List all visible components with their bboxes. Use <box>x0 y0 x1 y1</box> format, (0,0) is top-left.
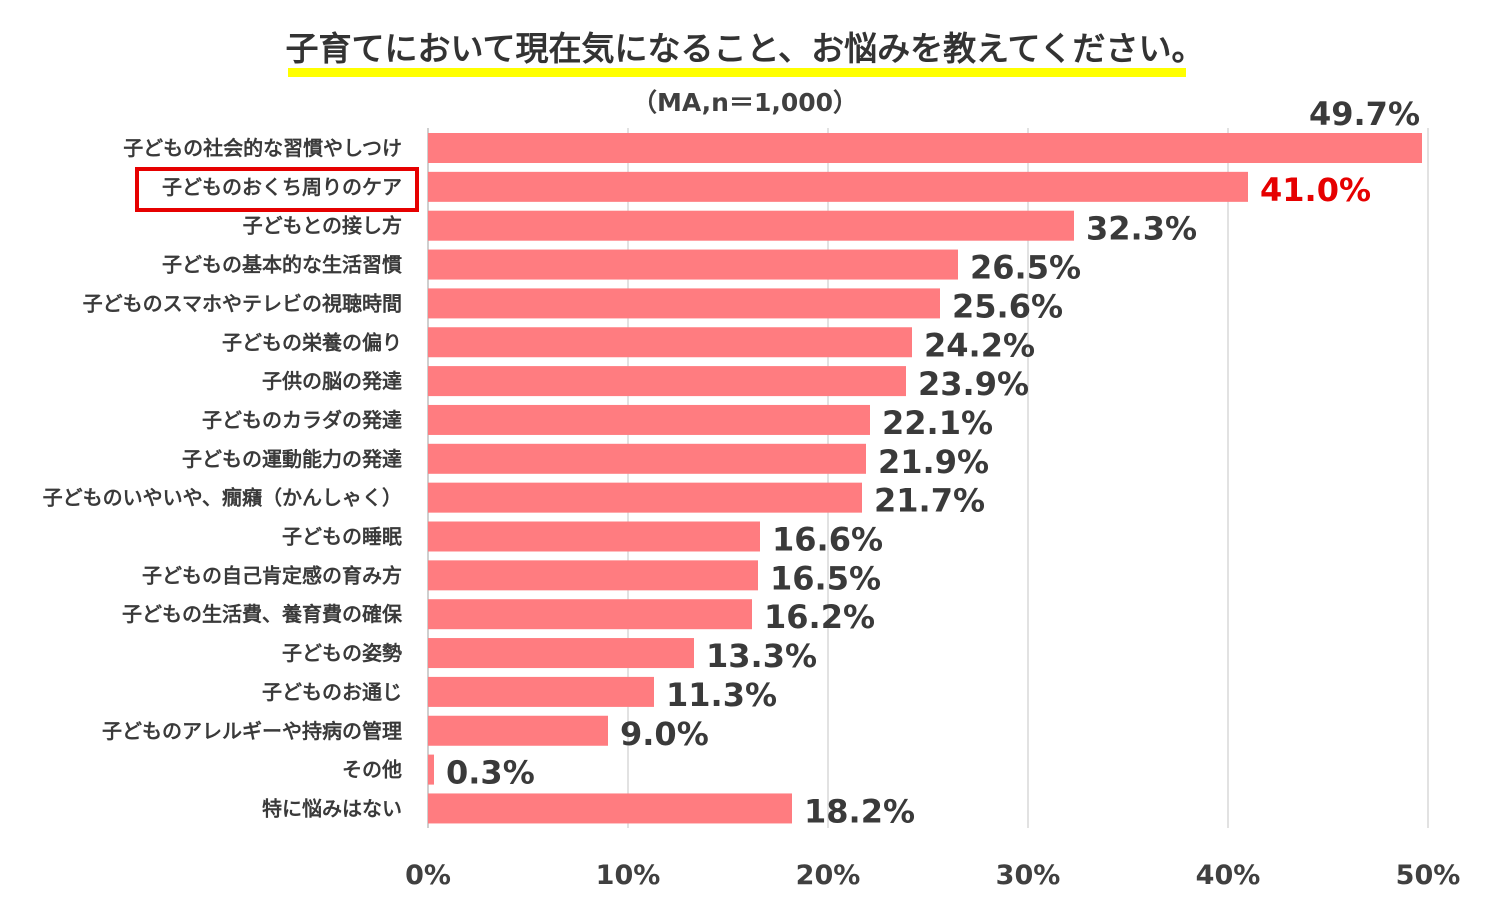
value-label: 26.5% <box>970 249 1081 287</box>
bar <box>428 638 694 669</box>
value-label: 18.2% <box>804 792 915 830</box>
category-label: 子どものスマホやテレビの視聴時間 <box>83 291 402 315</box>
chart-subtitle: （MA,n＝1,000） <box>632 88 858 117</box>
category-label: 子どものおくち周りのケア <box>162 175 402 199</box>
bar <box>428 521 760 552</box>
x-tick-label: 10% <box>596 860 661 891</box>
bar <box>428 715 608 746</box>
category-label: 子どもの生活費、養育費の確保 <box>122 602 403 626</box>
value-label: 49.7% <box>1309 95 1420 133</box>
category-label: 子どもの睡眠 <box>282 525 402 549</box>
bar <box>428 482 862 513</box>
value-label: 24.2% <box>924 326 1035 364</box>
chart-title: 子育てにおいて現在気になること、お悩みを教えてください。 <box>285 29 1204 68</box>
title-underline <box>288 68 1186 77</box>
value-label: 21.9% <box>878 443 989 481</box>
category-label: 子どものいやいや、癇癪（かんしゃく） <box>43 486 402 510</box>
category-label: 子どもとの接し方 <box>243 214 402 238</box>
category-label: 子どもの栄養の偏り <box>222 330 402 354</box>
category-label: 子どもの自己肯定感の育み方 <box>142 563 402 587</box>
value-label: 13.3% <box>706 637 817 675</box>
value-label: 25.6% <box>952 287 1063 325</box>
gridlines <box>427 128 1429 828</box>
bar <box>428 133 1422 163</box>
bar <box>428 599 752 630</box>
x-tick-label: 40% <box>1196 860 1261 891</box>
category-label: 子どもの社会的な習慣やしつけ <box>123 136 402 160</box>
value-labels: 49.7% 41.0% 32.3%26.5%25.6%24.2%23.9%22.1%… <box>446 95 1420 830</box>
value-label: 16.6% <box>772 521 883 559</box>
category-label: 子どものお通じ <box>262 680 402 704</box>
bar <box>428 327 912 358</box>
category-label: 子どもの姿勢 <box>282 641 402 665</box>
value-label: 21.7% <box>874 482 985 520</box>
x-tick-label: 30% <box>996 860 1061 891</box>
bar <box>428 210 1074 241</box>
value-label: 16.2% <box>764 598 875 636</box>
value-label: 16.5% <box>770 559 881 597</box>
value-label: 0.3% <box>446 754 535 792</box>
bar <box>428 288 940 319</box>
bars <box>428 133 1422 824</box>
bar <box>428 171 1248 202</box>
x-tick-label: 50% <box>1396 860 1461 891</box>
value-label: 23.9% <box>918 365 1029 403</box>
category-label: その他 <box>342 758 402 782</box>
category-label: 子どものアレルギーや持病の管理 <box>102 719 402 743</box>
bar <box>428 676 654 707</box>
bar <box>428 443 866 474</box>
bar <box>428 249 958 280</box>
category-label: 子どものカラダの発達 <box>202 408 402 432</box>
category-label: 子どもの基本的な生活習慣 <box>162 253 402 277</box>
bar <box>428 404 870 435</box>
value-label: 9.0% <box>620 715 709 753</box>
bar <box>428 754 434 785</box>
bar <box>428 793 792 824</box>
x-tick-label: 20% <box>796 860 861 891</box>
value-label: 32.3% <box>1086 210 1197 248</box>
x-axis-ticks: 0% 10% 20% 30% 40% 50% <box>405 860 1460 891</box>
value-label: 41.0% <box>1260 171 1371 209</box>
bar <box>428 366 906 397</box>
highlight-box <box>135 167 419 212</box>
category-label: 子供の脳の発達 <box>262 369 402 393</box>
category-labels: 子どもの社会的な習慣やしつけ子どものおくち周りのケア子どもとの接し方子どもの基本… <box>43 136 403 820</box>
value-label: 22.1% <box>882 404 993 442</box>
value-label: 11.3% <box>666 676 777 714</box>
category-label: 子どもの運動能力の発達 <box>182 447 402 471</box>
x-tick-label: 0% <box>405 860 451 891</box>
category-label: 特に悩みはない <box>262 796 402 820</box>
bar <box>428 560 758 591</box>
